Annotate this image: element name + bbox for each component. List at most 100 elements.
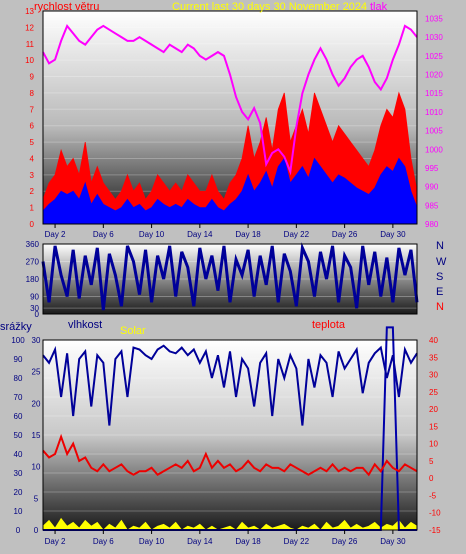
temperature-y-tick-label: -5 [429, 491, 437, 500]
compass-w: W [436, 256, 447, 268]
direction-y-tick-label: 360 [26, 240, 40, 249]
compass-n-top: N [436, 240, 444, 252]
percent-y-tick-label: 40 [14, 450, 23, 459]
percent-y-tick-label: 100 [11, 336, 25, 345]
bottom-x-tick-label: Day 14 [187, 537, 213, 546]
pressure-y-tick-label: 1030 [425, 33, 443, 42]
pressure-y-tick-label: 995 [425, 164, 439, 173]
wind-y-tick-label: 11 [26, 40, 35, 49]
temperature-y-tick-label: 15 [429, 422, 438, 431]
pressure-y-tick-label: 1005 [425, 127, 443, 136]
wind-y-tick-label: 3 [30, 171, 35, 180]
percent-y-tick-label: 90 [14, 355, 23, 364]
wind-base-area [42, 157, 418, 225]
direction-y-tick-label: 90 [30, 293, 39, 302]
compass-s: S [436, 271, 444, 283]
x-tick-label: Day 14 [187, 230, 213, 239]
pressure-y-tick-label: 980 [425, 220, 439, 229]
humidity-line [42, 344, 418, 426]
wind-y-tick-label: 13 [25, 7, 34, 16]
x-tick-label: Day 26 [332, 230, 358, 239]
bottom-x-tick-label: Day 26 [332, 537, 358, 546]
wind-y-tick-label: 7 [30, 105, 35, 114]
wind-y-tick-label: 2 [30, 187, 35, 196]
direction-y-tick-label: 180 [26, 275, 40, 284]
percent-y-tick-label: 20 [14, 488, 23, 497]
x-tick-label: Day 18 [235, 230, 261, 239]
wind-y-tick-label: 6 [30, 122, 35, 131]
temperature-y-tick-label: 0 [429, 474, 434, 483]
percent-y-tick-label: 0 [16, 526, 21, 535]
temperature-y-tick-label: 5 [429, 457, 434, 466]
rain-y-tick-label: 20 [32, 399, 41, 408]
temperature-y-tick-label: 20 [429, 405, 438, 414]
wind-y-tick-label: 9 [30, 73, 35, 82]
pressure-y-tick-label: 1025 [425, 52, 443, 61]
percent-y-tick-label: 70 [14, 393, 23, 402]
rain-y-tick-label: 30 [32, 336, 41, 345]
wind-y-tick-label: 4 [30, 154, 35, 163]
bottom-x-tick-label: Day 30 [380, 537, 406, 546]
bottom-plot-frame [42, 339, 418, 531]
wind-y-tick-label: 0 [30, 220, 35, 229]
pressure-y-tick-label: 1035 [425, 14, 443, 23]
pressure-y-tick-label: 1020 [425, 71, 443, 80]
percent-y-tick-label: 10 [14, 507, 23, 516]
compass-n-bottom: N [436, 301, 444, 313]
direction-y-tick-label: 30 [30, 304, 39, 313]
pressure-label: tlak [370, 1, 388, 13]
wind-speed-label: rychlost větru [34, 1, 100, 13]
wind-plot-frame [42, 10, 418, 225]
solar-label: Solar [120, 325, 146, 337]
x-tick-label: Day 6 [93, 230, 114, 239]
rain-y-tick-label: 15 [32, 431, 41, 440]
temperature-y-tick-label: -10 [429, 509, 441, 518]
bottom-x-tick-label: Day 22 [284, 537, 310, 546]
wind-y-tick-label: 10 [25, 56, 34, 65]
wind-y-tick-label: 12 [25, 23, 34, 32]
chart-title: Current last 30 days 30 November 2024 [172, 1, 368, 13]
temperature-y-tick-label: 30 [429, 371, 438, 380]
rain-y-tick-label: 0 [34, 526, 39, 535]
bottom-x-tick-label: Day 6 [93, 537, 114, 546]
bottom-plot-area [43, 340, 417, 530]
pressure-y-tick-label: 990 [425, 183, 439, 192]
wind-y-tick-label: 1 [30, 204, 35, 213]
direction-y-tick-label: 270 [26, 258, 40, 267]
wind-y-tick-label: 8 [30, 89, 35, 98]
bottom-x-tick-label: Day 18 [235, 537, 261, 546]
percent-y-tick-label: 60 [14, 412, 23, 421]
wind-direction-line [41, 242, 419, 311]
percent-y-tick-label: 30 [14, 469, 23, 478]
temperature-label: teplota [312, 319, 346, 331]
temperature-y-tick-label: 40 [429, 336, 438, 345]
rain-y-tick-label: 10 [32, 463, 41, 472]
pressure-y-tick-label: 1015 [425, 89, 443, 98]
x-tick-label: Day 30 [380, 230, 406, 239]
temperature-y-tick-label: 35 [429, 353, 438, 362]
direction-plot-frame [42, 243, 418, 315]
pressure-y-tick-label: 985 [425, 201, 439, 210]
compass-e: E [436, 286, 444, 298]
percent-y-tick-label: 80 [14, 374, 23, 383]
rain-label: srážky [0, 321, 32, 333]
rain-y-tick-label: 5 [34, 494, 39, 503]
pressure-line [42, 23, 418, 176]
temperature-y-tick-label: -15 [429, 526, 441, 535]
solar-area [42, 517, 418, 531]
humidity-label: vlhkost [68, 319, 103, 331]
x-tick-label: Day 2 [45, 230, 66, 239]
rain-y-tick-label: 25 [32, 368, 41, 377]
temperature-line [42, 433, 418, 477]
direction-y-tick-label: 0 [35, 310, 40, 319]
wind-y-tick-label: 5 [30, 138, 35, 147]
pressure-y-tick-label: 1000 [425, 145, 443, 154]
bottom-x-tick-label: Day 10 [139, 537, 165, 546]
x-tick-label: Day 22 [284, 230, 310, 239]
pressure-y-tick-label: 1010 [425, 108, 443, 117]
bottom-x-tick-label: Day 2 [45, 537, 66, 546]
percent-y-tick-label: 50 [14, 431, 23, 440]
temperature-y-tick-label: 25 [429, 388, 438, 397]
temperature-y-tick-label: 10 [429, 440, 438, 449]
x-tick-label: Day 10 [139, 230, 165, 239]
